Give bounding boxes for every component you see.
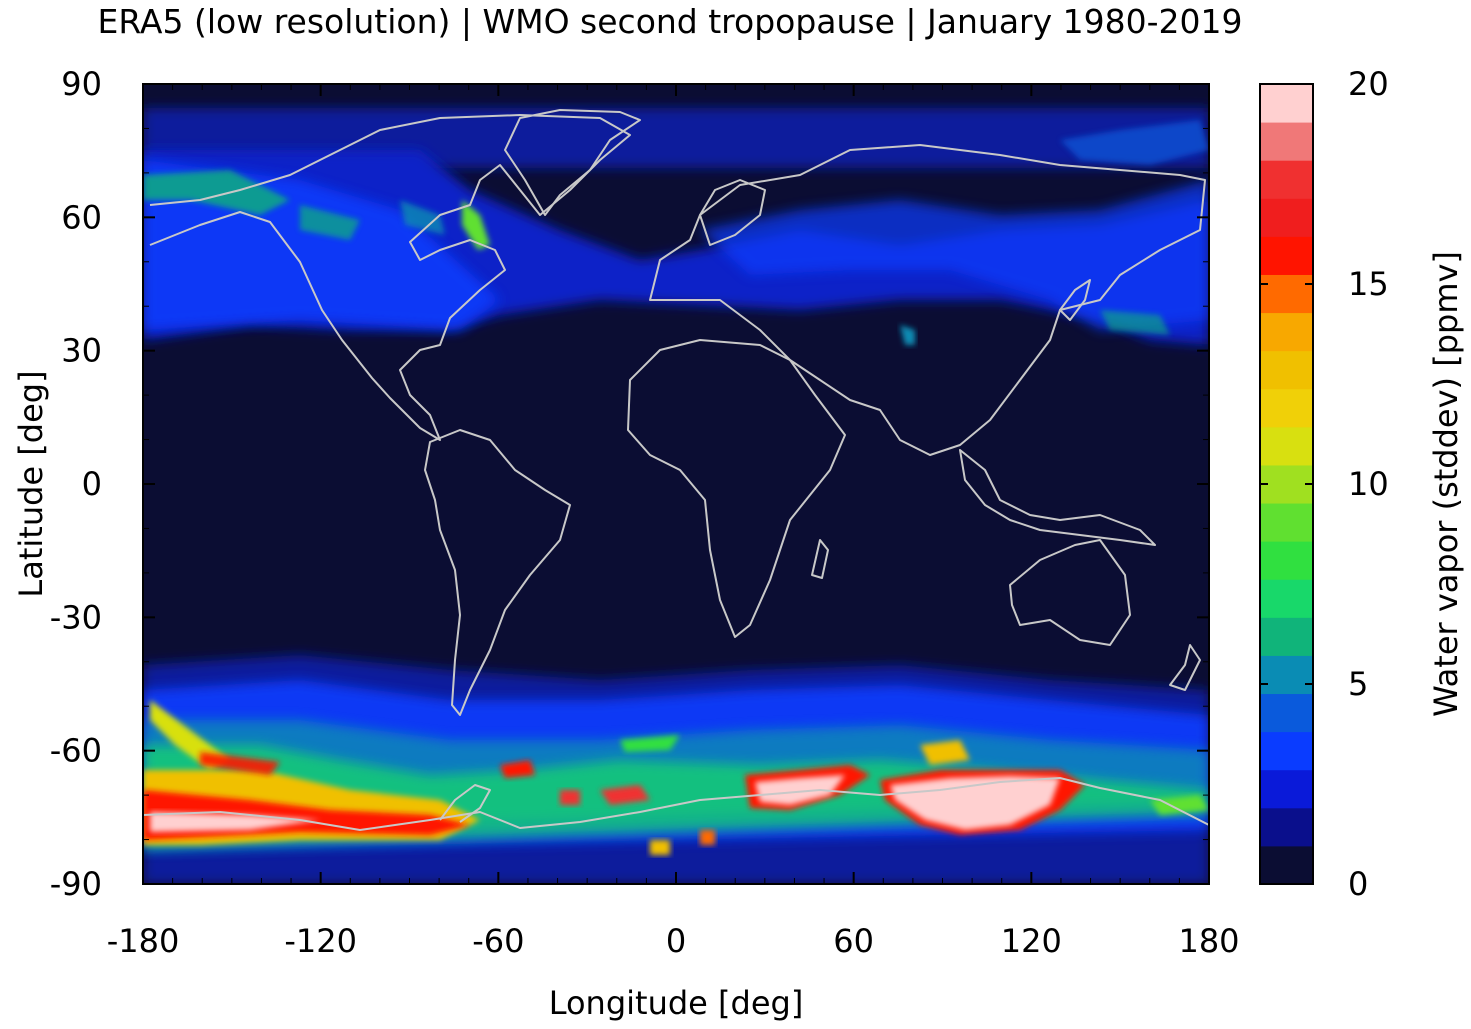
coastline-southeast-asia [959,449,1156,546]
colorbar-tick-label: 10 [1348,465,1389,503]
colorbar-segment [1260,693,1313,733]
coastline-europe-africa [627,339,846,638]
colorbar-segment [1260,84,1313,123]
x-tick-labels: -180 -120 -60 0 60 120 180 [107,922,1240,960]
map-minor-ticks [143,84,1209,884]
map-panel [143,84,1209,884]
colorbar-segment [1260,464,1313,504]
colorbar-segment [1260,845,1313,885]
colorbar-label: Water vapor (stddev) [ppmv] [1427,251,1465,717]
x-tick-label: -180 [107,922,180,960]
x-tick-label: 60 [833,922,874,960]
chart-title: ERA5 (low resolution) | WMO second tropo… [97,2,1243,41]
southern-variability-band [143,655,1209,884]
coastline-japan [1059,279,1091,321]
colorbar-segment [1260,274,1313,314]
y-tick-label: 0 [82,465,102,503]
colorbar-segment [1260,807,1313,847]
colorbar-tick-label: 5 [1348,665,1368,703]
colorbar-segment [1260,655,1313,695]
colorbar-tick-label: 20 [1348,65,1389,103]
coastline-antarctica [143,777,1209,831]
y-tick-labels: 90 60 30 0 -30 -60 -90 [50,65,102,903]
colorbar-segment [1260,769,1313,809]
colorbar-tick-label: 15 [1348,265,1389,303]
coastline-australia [1009,539,1131,646]
colorbar-segment [1260,731,1313,771]
y-tick-label: -90 [50,865,102,903]
y-axis-label: Latitude [deg] [12,370,50,597]
colorbar-segment [1260,236,1313,275]
colorbar-segment [1260,350,1313,390]
colorbar-segment [1260,160,1313,199]
y-tick-label: -30 [50,598,102,636]
colorbar-tick-labels: 20 15 10 5 0 [1348,65,1389,903]
coastline-greenland [504,109,641,216]
y-tick-label: 60 [61,198,102,236]
colorbar-segment [1260,541,1313,580]
coastlines [143,109,1209,831]
y-tick-label: 30 [61,332,102,370]
colorbar-segment [1260,426,1313,466]
coastline-antarctic-peninsula [439,784,491,823]
coastline-north-america [149,114,631,441]
colorbar-segment [1260,503,1313,542]
coastline-scandinavia [699,179,766,246]
x-tick-label: -60 [472,922,524,960]
colorbar-segment [1260,312,1313,352]
colorbar-segment [1260,198,1313,237]
x-tick-label: 180 [1178,922,1239,960]
x-tick-label: 120 [1001,922,1062,960]
y-tick-label: -60 [50,732,102,770]
x-tick-label: -120 [284,922,357,960]
colorbar-segment [1260,579,1313,618]
coastline-eurasia [649,144,1206,456]
colorbar-ticks [1260,83,1313,885]
x-axis-label: Longitude [deg] [549,984,804,1022]
colorbar [1260,84,1313,885]
coastline-madagascar [811,539,829,579]
colorbar-segment [1260,122,1313,161]
northern-variability-band [143,108,1209,345]
y-tick-label: 90 [61,65,102,103]
coastline-south-america [424,429,571,716]
x-tick-label: 0 [666,922,686,960]
colorbar-segment [1260,617,1313,656]
colorbar-segment [1260,388,1313,428]
colorbar-tick-label: 0 [1348,865,1368,903]
coastline-new-zealand [1169,644,1201,691]
map-axis-ticks [142,83,1210,885]
